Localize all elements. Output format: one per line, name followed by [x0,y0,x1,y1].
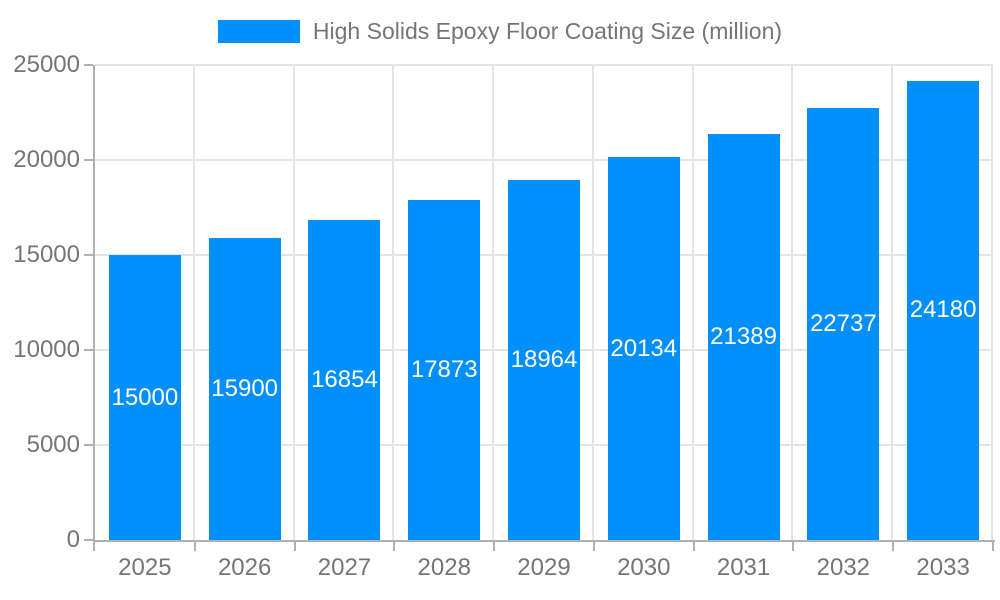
x-axis-tick [193,542,196,551]
y-axis-tick [84,254,93,256]
bar-2030[interactable] [607,157,680,540]
x-axis-tick [93,542,95,551]
gridline-vertical [292,65,295,540]
y-axis-tick-label: 0 [66,526,80,553]
gridline-vertical [791,65,794,540]
y-axis-tick [84,64,93,66]
x-axis-tick [992,542,994,551]
y-axis-tick [84,349,93,351]
legend-label: High Solids Epoxy Floor Coating Size (mi… [312,18,783,44]
gridline-vertical [492,65,495,540]
y-axis-tick-label: 5000 [26,431,80,458]
bar-2028[interactable] [408,200,481,540]
bar-2027[interactable] [308,219,381,540]
y-axis-tick [84,539,93,541]
x-axis-tick-label: 2026 [217,554,272,581]
x-axis-tick [892,542,895,551]
x-axis-tick [592,542,595,551]
y-axis-tick [84,159,93,161]
plot-area: 0 5000 10000 15000 20000 25000 15000 2025 15900 2… [13,53,995,580]
y-axis-tick-label: 20000 [13,146,80,173]
gridline-vertical [591,65,594,540]
bar-2029[interactable] [508,179,580,540]
x-axis-tick [692,542,695,551]
x-axis-line [93,540,995,542]
legend-swatch [217,20,300,43]
gridline-vertical [192,65,195,540]
x-axis-tick-label: 2033 [916,554,970,581]
gridline-horizontal [95,64,993,66]
bar-2033[interactable] [907,80,980,540]
legend-item[interactable]: High Solids Epoxy Floor Coating Size (mi… [0,20,1000,43]
y-axis-line [93,65,95,542]
y-axis-tick-label: 15000 [13,241,80,268]
y-axis-tick [84,444,93,446]
bar-2031[interactable] [707,133,780,540]
bar-2025[interactable] [108,255,181,540]
x-axis-tick [493,542,496,551]
gridline-horizontal [95,159,993,161]
gridline-vertical [392,65,395,540]
gridline-vertical [891,65,894,540]
x-axis-tick-label: 2027 [317,554,372,581]
bar-2032[interactable] [807,108,880,540]
x-axis-tick-label: 2031 [716,554,771,581]
x-axis-tick-label: 2030 [617,554,671,581]
bar-2026[interactable] [208,237,281,540]
gridline-vertical [991,65,993,540]
y-axis-tick-label: 10000 [13,336,80,363]
x-axis-tick [393,542,396,551]
x-axis-tick-label: 2025 [118,554,172,581]
x-axis-tick-label: 2028 [417,554,471,581]
gridline-vertical [691,65,694,540]
x-axis-tick-label: 2029 [517,554,571,581]
y-axis-tick-label: 25000 [13,51,80,78]
x-axis-tick [293,542,296,551]
x-axis-tick-label: 2032 [816,554,871,581]
x-axis-tick [792,542,795,551]
